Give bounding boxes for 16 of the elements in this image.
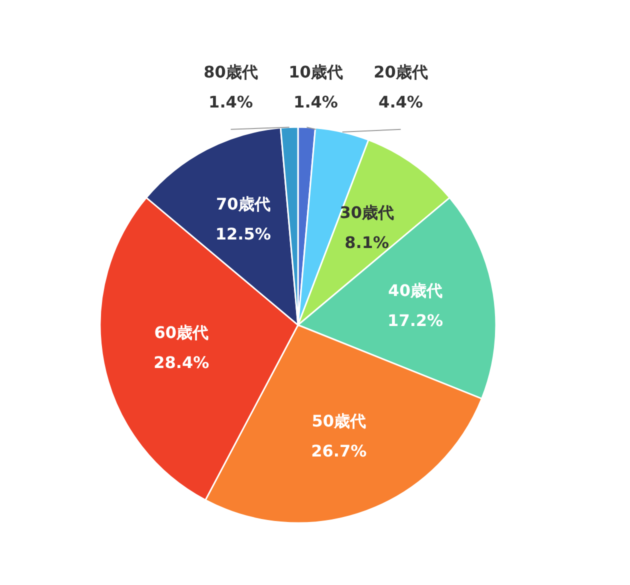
data-label: 1.4% <box>208 92 253 112</box>
slice-label: 20歳代 <box>374 62 428 82</box>
data-label: 4.4% <box>378 92 423 112</box>
slice-label: 80歳代 <box>204 62 258 82</box>
slice-label: 50歳代 <box>312 412 366 431</box>
data-label: 28.4% <box>154 352 210 372</box>
data-label: 12.5% <box>215 224 271 244</box>
slice-label: 10歳代 <box>288 62 343 82</box>
data-label: 8.1% <box>344 233 390 252</box>
slice-label: 60歳代 <box>154 322 209 342</box>
data-label: 1.4% <box>294 92 338 112</box>
slice-label: 70歳代 <box>216 194 270 214</box>
slice-label: 30歳代 <box>340 203 394 222</box>
data-label: 26.7% <box>311 442 367 461</box>
slice-label: 40歳代 <box>388 281 442 300</box>
data-label: 17.2% <box>388 311 444 330</box>
